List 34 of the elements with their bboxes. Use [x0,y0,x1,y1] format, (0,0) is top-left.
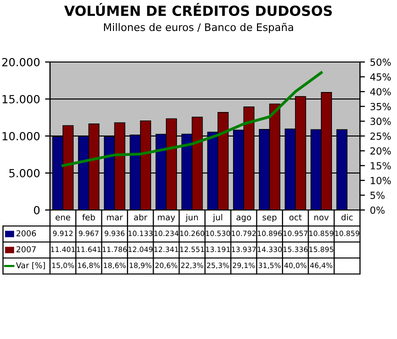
x-tick-label: feb [82,214,95,220]
x-tick-label: abr [134,214,148,220]
y-tick-label: 10.000 [2,132,40,140]
y2-tick-label: 25% [370,132,391,140]
x-tick-label: oct [289,214,302,220]
y2-tick-label: 10% [370,176,391,184]
x-tick-label: mar [107,216,123,220]
y2-tick-label: 0% [370,206,385,214]
y2-tick-label: 30% [370,118,391,126]
x-tick-label: nov [314,216,329,220]
y2-tick-label: 40% [370,88,391,96]
y-tick-label: 0 [34,206,40,214]
y2-tick-label: 5% [370,192,385,200]
x-tick-label: dic [341,214,353,220]
legend-label: Var [%] [16,262,45,270]
x-tick-label: ago [236,216,252,222]
x-tick-label: ene [56,216,70,220]
x-tick-label: jun [185,214,198,222]
line-series [62,71,323,167]
y2-tick-label: 35% [370,102,391,110]
x-tick-label: may [158,216,176,222]
y-tick-label: 15.000 [2,94,40,104]
y2-tick-label: 45% [370,73,391,81]
legend-label: 2006 [16,230,36,236]
y2-tick-label: 20% [370,147,391,155]
legend-label: 2007 [16,246,36,252]
y-tick-label: 5.000 [9,168,40,178]
chart-subtitle: Millones de euros / Banco de España [104,22,294,34]
y-tick-label: 20.000 [2,58,40,66]
x-tick-label: sep [262,216,277,222]
y2-tick-label: 50% [370,58,391,66]
y2-tick-label: 15% [370,162,391,170]
chart-title: VOLÚMEN DE CRÉDITOS DUDOSOS [64,2,332,16]
x-tick-label: jul [212,214,222,222]
